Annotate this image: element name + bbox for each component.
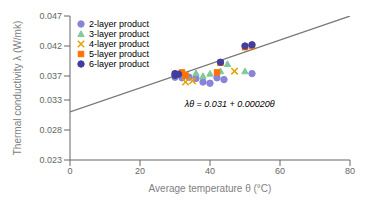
- svg-text:0.037: 0.037: [39, 71, 62, 81]
- html-text:λθ = 0.031 + 0.00020θ: λθ = 0.031 + 0.00020θ: [184, 98, 275, 109]
- svg-text:0.028: 0.028: [39, 125, 62, 135]
- svg-text:60: 60: [275, 166, 285, 176]
- html-text:3-layer product: 3-layer product: [89, 29, 149, 39]
- svg-text:Average temperature θ (°C): Average temperature θ (°C): [149, 183, 272, 194]
- svg-text:0: 0: [67, 166, 72, 176]
- html-text:2-layer product: 2-layer product: [89, 19, 149, 29]
- html-text:4-layer product: 4-layer product: [89, 39, 149, 49]
- svg-text:80: 80: [345, 166, 355, 176]
- svg-text:0.042: 0.042: [39, 41, 62, 51]
- svg-text:0.023: 0.023: [39, 155, 62, 165]
- svg-text:0.047: 0.047: [39, 11, 62, 21]
- html-text:6-layer product: 6-layer product: [89, 59, 149, 69]
- svg-text:20: 20: [135, 166, 145, 176]
- svg-text:0.033: 0.033: [39, 95, 62, 105]
- html-text:5-layer product: 5-layer product: [89, 49, 149, 59]
- svg-text:Thermal conductivity λ (W/mk): Thermal conductivity λ (W/mk): [12, 21, 23, 155]
- svg-text:40: 40: [205, 166, 215, 176]
